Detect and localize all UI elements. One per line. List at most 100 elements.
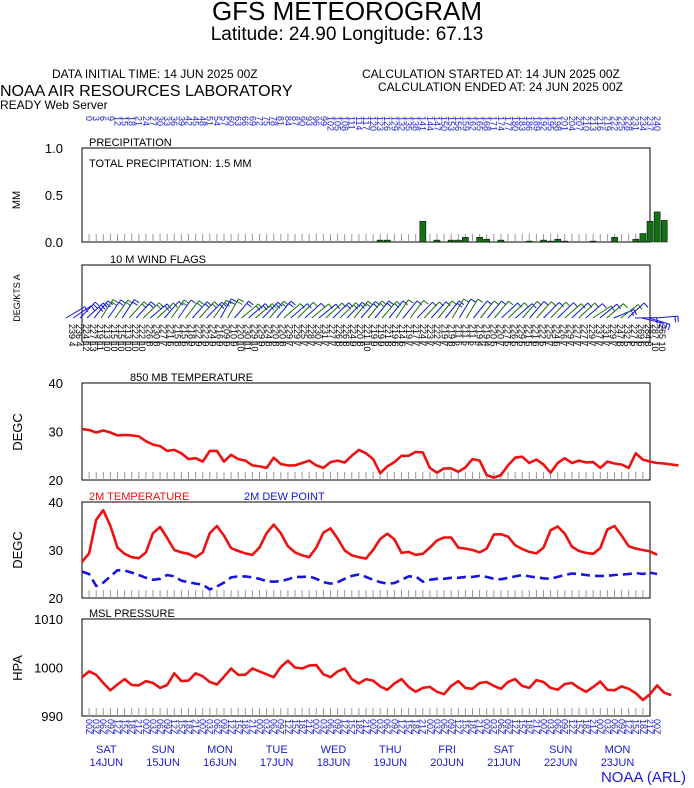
day-label: TUE xyxy=(266,744,288,756)
wind-value-label: 225 7 xyxy=(299,324,309,347)
top-hour-label: 72 xyxy=(254,116,264,126)
wind-value-label: 219 4 xyxy=(481,324,491,347)
bottom-hour-label: 21Z xyxy=(475,719,485,735)
wind-barb xyxy=(430,301,447,319)
top-hour-label: 39 xyxy=(176,116,186,126)
wind-barb xyxy=(648,317,671,325)
bottom-hour-label: 12Z xyxy=(340,719,350,735)
top-hour-label: 42 xyxy=(183,116,193,126)
top-hour-label: 168 xyxy=(482,116,492,131)
wind-value-label: 232 5 xyxy=(622,324,632,347)
day-label: SAT xyxy=(96,744,117,756)
wind-barb-flag xyxy=(111,301,117,306)
bottom-hour-label: 12Z xyxy=(283,719,293,735)
wind-value-label: 216 9 xyxy=(215,324,225,347)
wind-barb xyxy=(283,303,301,319)
wind-barb xyxy=(332,302,350,319)
bottom-hour-label: 00Z xyxy=(254,719,264,735)
wind-value-label: 220 8 xyxy=(355,324,365,347)
wind-value-label: 226 5 xyxy=(510,324,520,347)
bottom-hour-label: 12Z xyxy=(510,719,520,735)
wind-barb xyxy=(409,300,424,319)
top-hour-label: 81 xyxy=(276,116,286,126)
wind-barb xyxy=(550,301,567,319)
wind-value-label: 230 8 xyxy=(151,324,161,347)
wind-barb-flag xyxy=(610,305,615,312)
wind-barb xyxy=(93,300,109,319)
wind-value-label: 222 9 xyxy=(200,324,210,347)
wind-barb xyxy=(655,315,678,319)
bottom-hour-label: 15Z xyxy=(233,719,243,735)
top-hour-label: 150 xyxy=(439,116,449,131)
wind-barb xyxy=(65,306,86,319)
bottom-hour-label: 03Z xyxy=(602,719,612,735)
wind-value-label: 227 7 xyxy=(573,324,583,347)
bottom-hour-label: 21Z xyxy=(361,719,371,735)
bottom-hour-label: 06Z xyxy=(496,719,506,735)
wind-value-label: 230 7 xyxy=(313,324,323,347)
precip-bar xyxy=(646,221,654,243)
top-hour-label: 198 xyxy=(553,116,563,131)
wind-barb xyxy=(290,303,308,319)
wind-value-label: 220 7 xyxy=(495,324,505,347)
bottom-hour-label: 18Z xyxy=(183,719,193,735)
wind-barb-flag xyxy=(667,324,671,331)
date-label: 21JUN xyxy=(487,757,521,769)
bottom-hour-label: 18Z xyxy=(467,719,477,735)
wind-barb xyxy=(395,299,409,319)
wind-value-label: 224 7 xyxy=(418,324,428,347)
bottom-hour-label: 12Z xyxy=(624,719,634,735)
wind-value-label: 214 6 xyxy=(397,324,407,347)
top-hour-label: 153 xyxy=(446,116,456,131)
wind-value-label: 217 7 xyxy=(411,324,421,347)
surface-y-tick: 20 xyxy=(49,591,63,606)
date-label: 22JUN xyxy=(544,757,578,769)
wind-barb xyxy=(543,302,560,319)
date-label: 19JUN xyxy=(373,757,407,769)
top-hour-label: 120 xyxy=(368,116,378,131)
bottom-hour-label: 15Z xyxy=(176,719,186,735)
wind-barb xyxy=(227,298,239,319)
lab-name: NOAA AIR RESOURCES LABORATORY xyxy=(0,83,293,100)
top-hour-label: 0 xyxy=(84,116,94,121)
wind-barb-flag xyxy=(248,300,254,306)
bottom-hour-label: 03Z xyxy=(148,719,158,735)
wind-barb-flag xyxy=(132,301,138,306)
top-hour-label: 102 xyxy=(325,116,335,131)
wind-value-label: 229 7 xyxy=(608,324,618,347)
date-label: 14JUN xyxy=(89,757,123,769)
bottom-hour-label: 21Z xyxy=(418,719,428,735)
wind-value-label: 229 7 xyxy=(587,324,597,347)
bottom-hour-label: 00Z xyxy=(368,719,378,735)
dewpoint-line xyxy=(81,568,658,591)
wind-barb-flag xyxy=(661,323,664,330)
wind-barb-flag xyxy=(353,304,359,310)
top-hour-label: 117 xyxy=(361,116,371,130)
wind-barb xyxy=(564,303,582,319)
wind-barb-flag xyxy=(224,302,230,307)
precip-bar xyxy=(611,237,618,243)
bottom-hour-label: 21Z xyxy=(191,719,201,735)
bottom-hour-label: 09Z xyxy=(617,719,627,735)
wind-barb-flag xyxy=(198,300,205,305)
bottom-hour-label: 03Z xyxy=(205,719,215,735)
temperature-line xyxy=(80,508,658,563)
top-hour-label: 207 xyxy=(574,116,584,131)
top-hour-label: 33 xyxy=(162,116,172,126)
top-hour-label: 66 xyxy=(240,116,250,126)
day-label: THU xyxy=(379,744,402,756)
precip-bar xyxy=(547,240,554,243)
wind-value-label: 211 6 xyxy=(453,324,463,346)
wind-value-label: 219 8 xyxy=(446,324,456,347)
wind-value-label: 227 7 xyxy=(580,324,590,347)
bottom-hour-label: 18Z xyxy=(354,719,364,735)
top-hour-label: 135 xyxy=(404,116,414,131)
bottom-hour-label: 21Z xyxy=(531,719,541,735)
bottom-hour-label: 15Z xyxy=(460,719,470,735)
wind-barb xyxy=(100,299,114,319)
wind-barb-flag xyxy=(388,300,394,306)
date-label: 23JUN xyxy=(601,757,635,769)
top-hour-label: 195 xyxy=(546,116,556,131)
precip-bar xyxy=(526,240,533,243)
wind-value-label: 219 11 xyxy=(95,324,105,351)
